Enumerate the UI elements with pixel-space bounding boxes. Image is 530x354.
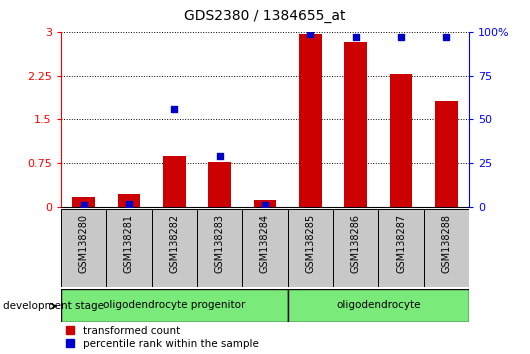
Point [351,34,360,40]
Point [170,106,179,112]
Bar [390,74,412,207]
Bar [72,196,95,207]
Bar [344,42,367,207]
Bar [242,209,288,287]
Point [80,202,88,208]
Point [442,34,450,40]
Text: GSM138283: GSM138283 [215,215,225,273]
Bar [208,161,231,207]
Bar [152,209,197,287]
Text: GSM138288: GSM138288 [441,215,452,273]
Bar [288,289,469,322]
Text: oligodendrocyte progenitor: oligodendrocyte progenitor [103,300,245,310]
Bar [423,209,469,287]
Bar [435,101,458,207]
Point [215,153,224,159]
Text: development stage: development stage [3,301,104,311]
Point [306,31,315,36]
Text: GSM138281: GSM138281 [124,215,134,273]
Point [397,34,405,40]
Text: oligodendrocyte: oligodendrocyte [336,300,421,310]
Text: GDS2380 / 1384655_at: GDS2380 / 1384655_at [184,9,346,23]
Bar [197,209,242,287]
Bar [118,194,140,207]
Bar [333,209,378,287]
Bar [163,156,186,207]
Bar [288,209,333,287]
Text: GSM138280: GSM138280 [78,215,89,273]
Text: GSM138286: GSM138286 [351,215,361,273]
Bar [107,209,152,287]
Bar [254,200,276,207]
Bar [378,209,423,287]
Legend: transformed count, percentile rank within the sample: transformed count, percentile rank withi… [66,326,259,349]
Bar [61,209,107,287]
Text: GSM138282: GSM138282 [169,214,179,274]
Bar [299,34,322,207]
Point [261,202,269,208]
Point [125,201,133,206]
Bar [61,289,288,322]
Text: GSM138287: GSM138287 [396,214,406,274]
Text: GSM138285: GSM138285 [305,214,315,274]
Text: GSM138284: GSM138284 [260,215,270,273]
